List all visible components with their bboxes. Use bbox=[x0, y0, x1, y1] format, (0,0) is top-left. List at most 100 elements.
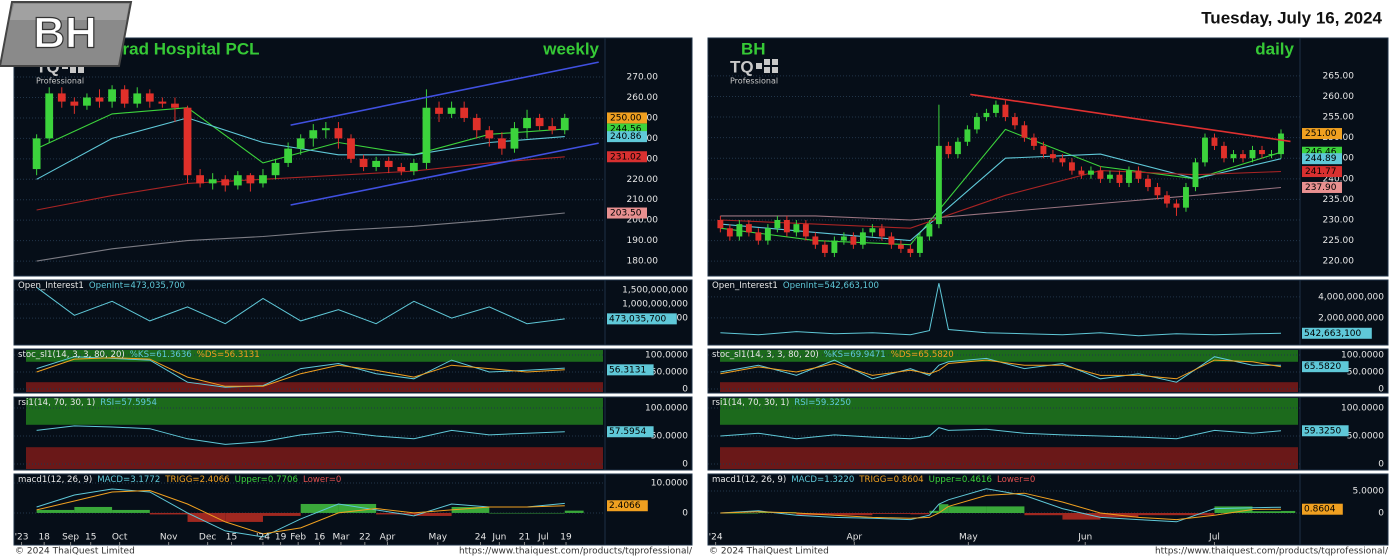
x-tick-label: Jul bbox=[537, 533, 549, 543]
candle-body bbox=[812, 236, 819, 245]
histogram-bar bbox=[338, 503, 377, 513]
histogram-bar bbox=[938, 504, 949, 513]
plot-background bbox=[707, 37, 1301, 277]
source-url: https://www.thaiquest.com/products/tqpro… bbox=[459, 547, 693, 557]
candle-body bbox=[1259, 150, 1265, 155]
histogram-bar bbox=[1214, 506, 1253, 513]
y-tick-label: 100.0000 bbox=[645, 350, 688, 360]
trendline bbox=[290, 142, 599, 206]
moving-average bbox=[36, 212, 565, 262]
watermark: TQ bbox=[730, 57, 754, 76]
oversold-band bbox=[26, 447, 603, 469]
histogram-bar bbox=[834, 512, 873, 516]
price-label: 203.50 bbox=[610, 209, 642, 219]
candle-body bbox=[726, 228, 733, 237]
candle-body bbox=[548, 126, 557, 131]
y-tick-label: 270.00 bbox=[627, 73, 659, 83]
candle-body bbox=[497, 138, 506, 149]
y-tick-label: 5.0000 bbox=[1353, 486, 1385, 496]
indicator-readout: %DS=56.3131 bbox=[197, 350, 260, 360]
histogram-bar bbox=[1024, 512, 1063, 516]
candle-body bbox=[472, 117, 481, 131]
indicator-line bbox=[36, 425, 565, 445]
indicator-line bbox=[720, 492, 1282, 521]
x-tick-label: '24 bbox=[709, 533, 723, 543]
y-tick-label: 225.00 bbox=[1323, 236, 1355, 246]
candle-body bbox=[926, 224, 933, 237]
indicator-readout: MACD=3.1772 bbox=[97, 475, 160, 485]
candle-body bbox=[1049, 154, 1056, 159]
histogram-bar bbox=[1176, 512, 1215, 516]
indicator-readout: %KS=61.3636 bbox=[130, 350, 192, 360]
last-value-label: 57.5954 bbox=[609, 427, 646, 437]
last-value-box bbox=[607, 364, 654, 376]
candle-body bbox=[510, 128, 519, 149]
candle-body bbox=[888, 236, 895, 245]
histogram-bar bbox=[1138, 512, 1177, 516]
indicator-name: macd1(12, 26, 9) bbox=[712, 475, 786, 485]
candle-body bbox=[1240, 154, 1246, 159]
indicator-readout: RSI=57.5954 bbox=[100, 398, 157, 408]
plot-background bbox=[13, 279, 606, 346]
candle-body bbox=[145, 93, 154, 102]
histogram-bar bbox=[149, 512, 188, 515]
y-tick-label: 0 bbox=[682, 460, 688, 470]
candle-body bbox=[233, 175, 242, 186]
x-tick-label: Dec bbox=[199, 533, 216, 543]
indicator-line bbox=[720, 283, 1282, 337]
copyright: © 2024 ThaiQuest Limited bbox=[15, 547, 135, 557]
indicator-title: stoc_sl1(14, 3, 3, 80, 20) %KS=61.3636 %DS… bbox=[18, 350, 260, 360]
last-value-box bbox=[1302, 361, 1349, 373]
candle-body bbox=[535, 117, 544, 127]
histogram-bar bbox=[225, 512, 263, 522]
last-value-box bbox=[1302, 503, 1343, 515]
trendline bbox=[290, 61, 599, 126]
indicator-readout: OpenInt=542,663,100 bbox=[783, 281, 879, 291]
candle-body bbox=[935, 145, 942, 225]
price-label-box bbox=[1302, 153, 1342, 165]
source-url: https://www.thaiquest.com/products/tqpro… bbox=[1155, 547, 1389, 557]
last-value-box bbox=[1302, 327, 1372, 339]
y-tick-label: 260.00 bbox=[1323, 92, 1355, 102]
last-value-box bbox=[607, 500, 648, 512]
candle-body bbox=[973, 117, 980, 130]
histogram-bar bbox=[720, 512, 759, 514]
moving-average bbox=[36, 156, 565, 211]
candle-body bbox=[1183, 187, 1189, 208]
y-tick-label: 50.0000 bbox=[1347, 367, 1384, 377]
y-tick-label: 220.00 bbox=[627, 175, 659, 185]
indicator-line bbox=[720, 356, 1281, 383]
candle-body bbox=[1116, 174, 1123, 183]
histogram-bar bbox=[36, 509, 75, 513]
candle-body bbox=[435, 107, 443, 114]
price-label-box bbox=[1302, 166, 1342, 178]
price-label: 244.89 bbox=[1305, 154, 1337, 164]
price-label-box bbox=[1302, 146, 1342, 158]
y-tick-label: 240.00 bbox=[1323, 174, 1355, 184]
candle-body bbox=[992, 104, 999, 113]
histogram-bar bbox=[872, 512, 911, 514]
oversold-band bbox=[26, 382, 603, 392]
indicator-readout: MACD=1.3220 bbox=[791, 475, 854, 485]
candle-body bbox=[1021, 125, 1028, 138]
watermark-block bbox=[756, 63, 762, 69]
moving-average bbox=[720, 186, 1282, 221]
last-value-box bbox=[1302, 425, 1349, 437]
histogram-bar bbox=[986, 506, 1025, 513]
indicator-name: rsi1(14, 70, 30, 1) bbox=[18, 398, 95, 408]
copyright: © 2024 ThaiQuest Limited bbox=[709, 547, 829, 557]
candle-body bbox=[1088, 170, 1094, 175]
candle-body bbox=[409, 162, 418, 172]
x-tick-label: Sep bbox=[62, 533, 79, 543]
histogram-bar bbox=[74, 506, 113, 513]
candle-body bbox=[523, 117, 531, 129]
histogram-bar bbox=[300, 503, 339, 513]
x-tick-label: 22 bbox=[359, 533, 370, 543]
y-tick-label: 255.00 bbox=[1323, 113, 1355, 123]
histogram-bar bbox=[489, 512, 528, 514]
candle-body bbox=[840, 236, 847, 241]
candle-body bbox=[1002, 104, 1009, 118]
candle-body bbox=[347, 138, 355, 159]
y-tick-label: 180.00 bbox=[627, 257, 659, 267]
indicator-line bbox=[36, 489, 565, 535]
